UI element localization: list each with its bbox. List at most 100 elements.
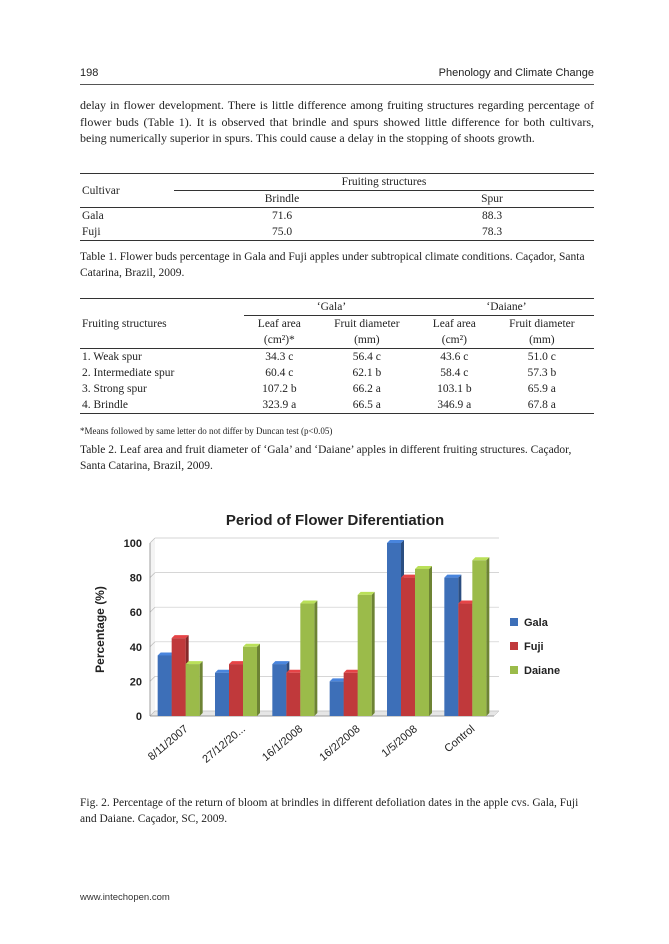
chart-svg: 0 20 40 60 80 100 Period of Flower Diferentiat… — [93, 512, 560, 766]
bar-daiane — [243, 646, 257, 716]
table2-cell: 66.2 a — [352, 383, 381, 395]
bar-top — [229, 661, 246, 665]
bar-fuji — [458, 603, 473, 716]
table2-header-daiane: ‘Daiane’ — [418, 298, 594, 316]
table2-header-gala: ‘Gala’ — [244, 298, 419, 316]
bar-side — [314, 600, 318, 716]
x-tick-label: 16/1/2008 — [260, 723, 305, 764]
table2-cell: 107.2 b — [262, 383, 297, 395]
table2-cell: 56.4 c — [352, 351, 381, 363]
table2-cell: 323.9 a — [262, 399, 297, 411]
bar-fuji — [286, 672, 301, 716]
bar-top — [343, 669, 361, 673]
bar-top — [171, 635, 189, 639]
y-axis-label: Percentage (%) — [93, 586, 107, 673]
table-2: Fruiting structures ‘Gala’ ‘Daiane’ Leaf… — [80, 298, 594, 414]
table2-caption: Table 2. Leaf area and fruit diameter of… — [80, 444, 572, 472]
table2-cell: 4. Brindle — [82, 399, 128, 411]
bar-fuji — [401, 577, 415, 716]
table2-cell: 51.0 c — [527, 351, 556, 363]
bar-daiane — [415, 568, 429, 716]
bar-daiane — [357, 594, 372, 716]
table2-header-unit: (mm) — [354, 334, 380, 346]
table2-cell: 2. Intermediate spur — [82, 367, 175, 379]
table2-header-fruit: Fruit diameter — [334, 318, 400, 330]
table2-cell: 67.8 a — [527, 399, 556, 411]
bar-daiane — [300, 603, 315, 716]
table2-cell: 57.3 b — [527, 367, 557, 379]
table1-header-brindle: Brindle — [264, 193, 300, 205]
bar-daiane — [472, 560, 487, 716]
bar-side — [371, 591, 375, 716]
chart-title: Period of Flower Diferentiation — [226, 512, 444, 529]
bar-top — [215, 669, 232, 673]
table2-cell: 103.1 b — [437, 383, 472, 395]
bar-top — [387, 540, 404, 543]
table1-cell: 75.0 — [271, 226, 293, 238]
table1-cell: 78.3 — [481, 226, 503, 238]
x-tick-label: 8/11/2007 — [146, 723, 191, 763]
table-row: 4. Brindle 323.9 a 66.5 a 346.9 a 67.8 a — [80, 397, 594, 414]
table-1: Cultivar Fruiting structures Brindle Spu… — [80, 173, 594, 241]
table1-cell: Gala — [82, 210, 104, 222]
table2-note: *Means followed by same letter do not di… — [80, 426, 333, 436]
x-tick-label: 27/12/20... — [200, 723, 248, 766]
table2-cell: 65.9 a — [527, 383, 556, 395]
bar-gala — [444, 577, 459, 716]
table2-cell: 43.6 c — [440, 351, 469, 363]
table1-header-group: Fruiting structures — [174, 173, 594, 191]
bar-gala — [387, 543, 401, 716]
y-tick-label: 100 — [124, 538, 142, 550]
gridline-depth — [149, 710, 156, 717]
y-tick-label: 20 — [130, 676, 142, 688]
legend-swatch — [510, 666, 518, 674]
bar-top — [444, 574, 462, 578]
table1-cell: 88.3 — [481, 210, 503, 222]
bar-side — [199, 661, 203, 716]
table2-header-unit: (cm²)* — [263, 334, 295, 346]
bar-top — [415, 565, 432, 569]
table2-cell: 1. Weak spur — [82, 351, 142, 363]
bar-top — [472, 557, 490, 561]
bar-top — [401, 574, 418, 578]
table2-header-unit: (mm) — [529, 334, 555, 346]
running-title: Phenology and Climate Change — [438, 67, 594, 79]
gridline-depth — [149, 572, 156, 578]
legend-swatch — [510, 618, 518, 626]
chart-side-wall — [150, 538, 155, 716]
table1-cell: 71.6 — [271, 210, 293, 222]
table2-cell: 34.3 c — [265, 351, 294, 363]
table2-header-leaf: Leaf area — [257, 318, 301, 330]
table1-caption: Table 1. Flower buds percentage in Gala … — [80, 251, 585, 279]
bar-fuji — [171, 638, 186, 716]
y-tick-label: 40 — [130, 642, 142, 654]
gridline-depth — [149, 641, 156, 648]
bar-top — [243, 643, 260, 647]
bar-top — [329, 678, 347, 682]
bar-top — [272, 661, 290, 665]
bar-side — [486, 557, 490, 716]
bar-gala — [272, 664, 287, 716]
bar-top — [157, 652, 175, 656]
bar-side — [257, 643, 260, 716]
flower-differentiation-chart: 0 20 40 60 80 100 Period of Flower Diferentiat… — [82, 497, 589, 791]
table1-header-cultivar: Cultivar — [80, 173, 174, 208]
table-row: Gala 71.6 88.3 — [80, 208, 594, 225]
table2-header-unit: (cm²) — [441, 334, 467, 346]
x-tick-label: Control — [442, 723, 477, 755]
y-tick-label: 80 — [130, 573, 142, 585]
bar-top — [300, 600, 318, 604]
bar-gala — [157, 655, 172, 716]
bar-daiane — [185, 664, 200, 716]
table2-cell: 62.1 b — [352, 367, 382, 379]
table2-header-leaf: Leaf area — [432, 318, 476, 330]
figure-caption: Fig. 2. Percentage of the return of bloo… — [80, 797, 579, 825]
table2-header-fruit: Fruit diameter — [509, 318, 575, 330]
bar-top — [286, 669, 304, 673]
table1-header-spur: Spur — [481, 193, 503, 205]
body-paragraph: delay in flower development. There is li… — [80, 98, 594, 145]
gridline-depth — [149, 676, 156, 682]
table2-cell: 346.9 a — [437, 399, 472, 411]
bar-gala — [329, 681, 344, 716]
legend-label: Fuji — [524, 641, 544, 653]
